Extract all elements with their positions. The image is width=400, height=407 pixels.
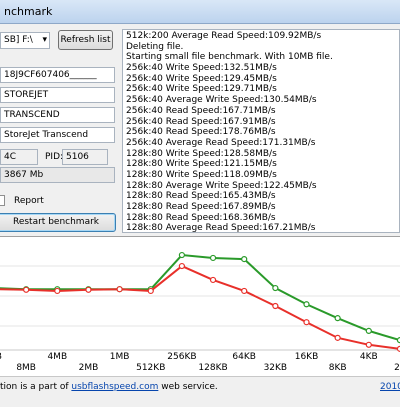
x-tick-label: 2MB [79, 363, 99, 373]
point [334, 334, 341, 341]
x-tick-label: 16KB [295, 352, 319, 362]
manufacturer-field: TRANSCEND [0, 107, 115, 123]
log-line: 128k:80 Read Speed:165.43MB/s [126, 191, 276, 202]
log-line: 256k:40 Write Speed:129.71MB/s [126, 84, 277, 95]
point [23, 286, 30, 293]
footer-text: tion is a part of [0, 382, 72, 392]
log-line: Deleting file. [126, 41, 184, 52]
point [178, 251, 185, 259]
chart-background [0, 236, 400, 376]
log-line: 128k:80 Average Read Speed:167.21MB/s [126, 223, 316, 233]
point [178, 262, 185, 270]
point [365, 327, 372, 334]
drive: SB] F:\ [4, 35, 33, 45]
log-line: 128k:80 Read Speed:168.36MB/s [126, 212, 276, 223]
log-line: 128k:80 Write Speed:118.09MB/s [126, 169, 277, 180]
point [147, 287, 154, 295]
log-line: 256k:40 Write Speed:132.51MB/s [126, 63, 277, 74]
log-line: 128k:80 Read Speed:167.89MB/s [126, 202, 276, 212]
series-line [0, 254, 400, 342]
log-line: 256k:40 Write Speed:129.45MB/s [126, 73, 277, 84]
x-tick-label: 2K [394, 363, 400, 373]
footer-text: web service. [158, 382, 218, 392]
point [116, 286, 123, 293]
point [85, 286, 92, 293]
point [241, 256, 248, 263]
log-line: 256k:40 Read Speed:178.76MB/s [126, 127, 276, 138]
title-bar: nchmark [0, 0, 400, 24]
point [334, 315, 341, 322]
footer-right-link[interactable]: 2010 [380, 382, 400, 392]
point [272, 284, 279, 292]
drive-select[interactable]: SB] F:\ ▾ [0, 32, 50, 49]
pid-field: 5106 [62, 149, 108, 165]
x-tick-label: 1MB [110, 352, 130, 362]
point [365, 341, 372, 348]
point [272, 302, 279, 310]
size-field: 3867 Mb [0, 167, 115, 183]
x-tick-label: 64KB [232, 352, 256, 362]
dropdown-arrow: ▾ [42, 35, 47, 45]
vendor-field: STOREJET [0, 87, 115, 103]
log-line: 128k:80 Write Speed:121.15MB/s [126, 159, 277, 170]
x-tick-label: 4MB [47, 352, 67, 362]
vid-field: 4C [0, 149, 38, 165]
point [303, 319, 310, 326]
restart-button[interactable]: Restart benchmark [0, 213, 116, 232]
log-box: 512k:200 Average Read Speed:109.92MB/s De… [122, 29, 400, 233]
footer: tion is a part of usbflashspeed.com web … [0, 376, 400, 400]
serial-field: 18J9CF607406______ [0, 67, 115, 83]
point [209, 254, 217, 262]
log-line: 256k:40 Average Write Speed:130.54MB/s [126, 95, 317, 106]
log-line: 256k:40 Read Speed:167.71MB/s [126, 105, 276, 116]
series-line [0, 264, 400, 350]
point [303, 301, 310, 308]
log-line: 256k:40 Average Read Speed:171.31MB/s [126, 137, 316, 148]
refresh-button[interactable]: Refresh list [58, 30, 113, 50]
point [209, 276, 217, 284]
log-line: 256k:40 Read Speed:167.91MB/s [126, 116, 276, 127]
x-tick-label: 256KB [167, 352, 196, 362]
x-tick-label: 128KB [198, 363, 227, 373]
footer-link[interactable]: usbflashspeed.com [71, 382, 159, 392]
x-tick-label: MB [0, 352, 2, 362]
pid-label: PID: [45, 152, 64, 162]
product-field: StoreJet Transcend [0, 127, 115, 143]
x-tick-label: 8MB [16, 363, 36, 373]
x-tick-label: 4KB [360, 352, 378, 362]
point [54, 287, 61, 295]
log-line: Starting small file benchmark. With 10MB… [126, 52, 333, 63]
window-title: nchmark [4, 5, 53, 18]
log-line: 128k:80 Write Speed:128.58MB/s [126, 148, 277, 159]
x-tick-label: 32KB [264, 363, 288, 373]
x-tick-label: 8KB [329, 363, 347, 373]
point [241, 287, 248, 295]
log-line: 128k:80 Average Write Speed:122.45MB/s [126, 180, 317, 191]
log-line: 512k:200 Average Read Speed:109.92MB/s [126, 31, 322, 41]
x-tick-label: 512KB [136, 363, 165, 373]
report-checkbox[interactable] [0, 195, 5, 206]
report-label: Report [14, 196, 44, 206]
